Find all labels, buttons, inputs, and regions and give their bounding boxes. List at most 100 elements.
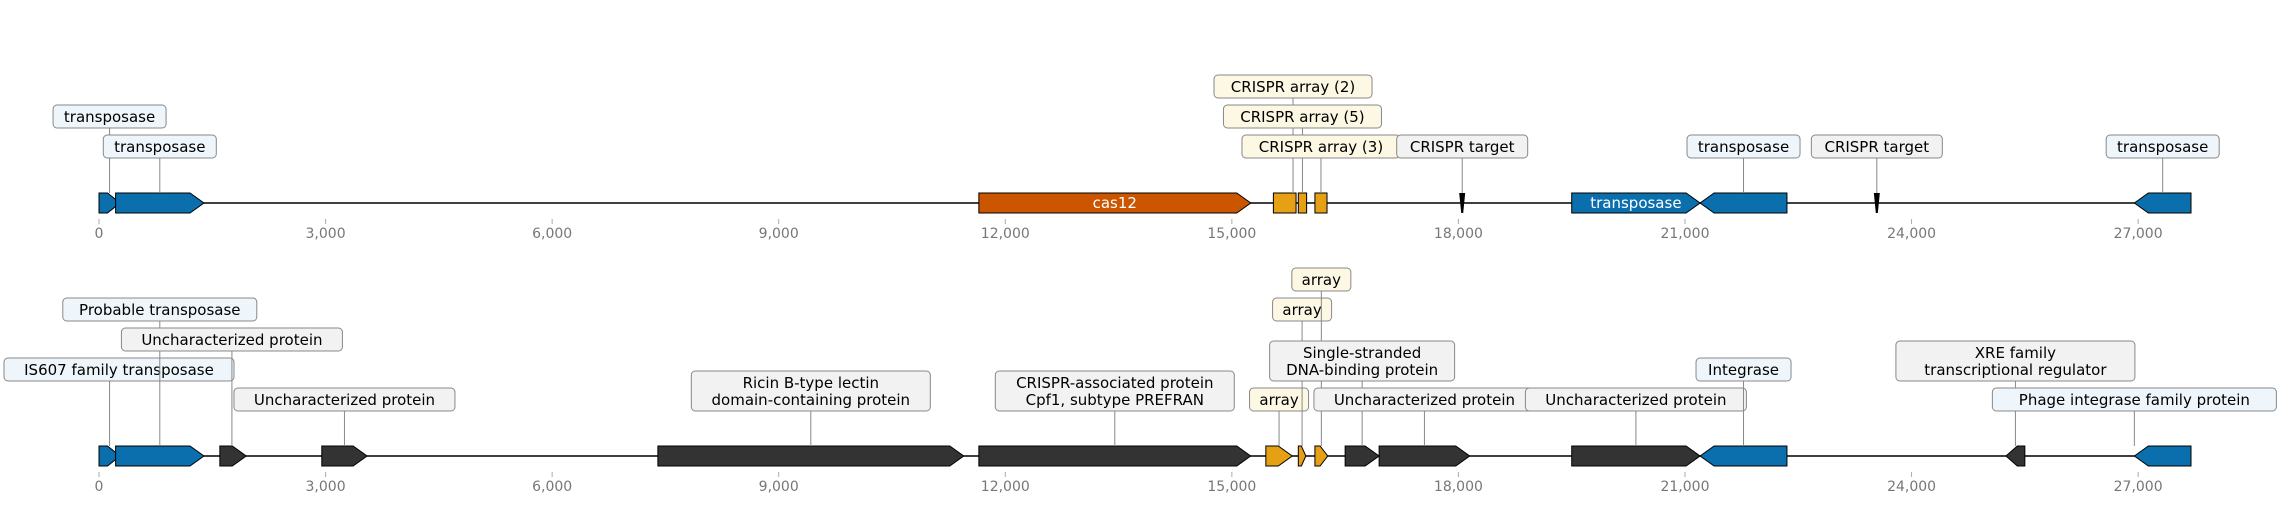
- gene-arrow[interactable]: [2133, 445, 2192, 467]
- gene-arrow[interactable]: [2005, 445, 2026, 467]
- feature-label-box: [233, 387, 456, 412]
- gene-arrow[interactable]: [1314, 445, 1329, 467]
- axis-tick-label: 3,000: [306, 479, 346, 495]
- feature-crispr[interactable]: CRISPR array (3): [1241, 134, 1401, 214]
- feature-label: CRISPR array (5): [1240, 108, 1364, 126]
- feature-label: Uncharacterized protein: [141, 331, 322, 349]
- axis-tick-label: 12,000: [981, 226, 1030, 242]
- axis-tick-label: 27,000: [2114, 479, 2163, 495]
- gene-arrow[interactable]: [219, 445, 248, 467]
- feature-protein[interactable]: CRISPR-associated protein Cpf1, subtype P…: [978, 370, 1252, 467]
- axis-tick-label: 24,000: [1887, 479, 1936, 495]
- gene-arrow[interactable]: [1344, 445, 1380, 467]
- feature-transposase[interactable]: IS607 family transposase: [3, 357, 235, 467]
- gene-arrow[interactable]: [2133, 192, 2192, 214]
- feature-label: Probable transposase: [79, 301, 241, 319]
- feature-transposase[interactable]: Probable transposase: [62, 297, 258, 467]
- feature-target[interactable]: CRISPR target: [1396, 134, 1529, 213]
- feature-label: transposase: [114, 138, 205, 156]
- gene-arrow[interactable]: [1699, 445, 1788, 467]
- feature-label: transposase: [64, 108, 155, 126]
- gene-arrow[interactable]: [1314, 192, 1328, 214]
- feature-protein[interactable]: Uncharacterized protein: [1524, 387, 1747, 467]
- feature-transposase[interactable]: Integrase: [1695, 357, 1792, 467]
- feature-crispr[interactable]: CRISPR array (2): [1213, 74, 1373, 214]
- feature-label: Uncharacterized protein: [1334, 391, 1515, 409]
- gene-arrow[interactable]: [1699, 192, 1788, 214]
- feature-protein[interactable]: XRE family transcriptional regulator: [1895, 340, 2136, 467]
- feature-label-box: [1695, 357, 1792, 382]
- feature-transposase[interactable]: transposase: [2105, 134, 2220, 214]
- gene-arrow[interactable]: [1297, 445, 1307, 467]
- crispr-target-mark[interactable]: [1459, 193, 1466, 213]
- feature-label-box: [690, 370, 931, 412]
- feature-label-box: [2105, 134, 2220, 159]
- feature-label: CRISPR target: [1824, 138, 1929, 156]
- gene-arrow[interactable]: [1265, 445, 1294, 467]
- feature-transposase[interactable]: Phage integrase family protein: [1991, 387, 2277, 467]
- feature-label-box: [1249, 387, 1310, 412]
- feature-label: CRISPR array (2): [1231, 78, 1355, 96]
- feature-crispr[interactable]: array: [1272, 297, 1333, 467]
- feature-protein[interactable]: Single-stranded DNA-binding protein: [1269, 340, 1456, 467]
- feature-label-box: [1524, 387, 1747, 412]
- axis-tick-label: 9,000: [759, 226, 799, 242]
- feature-crispr[interactable]: CRISPR array (5): [1222, 104, 1382, 214]
- feature-cas12[interactable]: cas12: [978, 192, 1252, 214]
- feature-protein[interactable]: Uncharacterized protein: [120, 327, 343, 467]
- axis-tick-label: 6,000: [532, 226, 572, 242]
- feature-label: XRE family transcriptional regulator: [1924, 344, 2107, 379]
- feature-crispr[interactable]: array: [1249, 387, 1310, 467]
- gene-arrow[interactable]: [657, 445, 965, 467]
- feature-label: CRISPR array (3): [1259, 138, 1383, 156]
- gene-arrow[interactable]: [978, 445, 1252, 467]
- axis-tick-label: 27,000: [2114, 226, 2163, 242]
- feature-label-box: [1291, 267, 1352, 292]
- feature-protein[interactable]: Uncharacterized protein: [233, 387, 456, 467]
- gene-arrow[interactable]: [115, 192, 205, 214]
- feature-label-box: [1895, 340, 2136, 382]
- feature-transposase[interactable]: transposase: [102, 134, 217, 214]
- feature-transposase[interactable]: transposase: [1686, 134, 1801, 214]
- feature-label-box: [1810, 134, 1943, 159]
- gene-arrow[interactable]: [1571, 192, 1701, 214]
- feature-label: array: [1302, 271, 1341, 289]
- gene-arrow[interactable]: [321, 445, 368, 467]
- feature-protein[interactable]: Uncharacterized protein: [1313, 387, 1536, 467]
- feature-label: IS607 family transposase: [24, 361, 214, 379]
- feature-target[interactable]: CRISPR target: [1810, 134, 1943, 213]
- gene-arrow[interactable]: [98, 192, 121, 214]
- feature-label-box: [3, 357, 235, 382]
- feature-label: Uncharacterized protein: [1545, 391, 1726, 409]
- feature-label-box: [120, 327, 343, 352]
- axis-tick-label: 24,000: [1887, 226, 1936, 242]
- feature-label: CRISPR-associated protein Cpf1, subtype P…: [1016, 374, 1213, 409]
- feature-label-box: [994, 370, 1235, 412]
- gene-arrow[interactable]: [115, 445, 205, 467]
- track-2: 0 3,000 6,000 9,000 12,000 15,000 18,000 21,000…: [3, 267, 2277, 495]
- feature-protein[interactable]: Ricin B-type lectin domain-containing pro…: [657, 370, 965, 467]
- feature-label-box: [62, 297, 258, 322]
- axis-tick-label: 12,000: [981, 479, 1030, 495]
- gene-arrow[interactable]: [98, 445, 121, 467]
- axis-tick-label: 9,000: [759, 479, 799, 495]
- axis-tick-label: 6,000: [532, 479, 572, 495]
- feature-label: Single-stranded DNA-binding protein: [1286, 344, 1438, 379]
- feature-label: array: [1282, 301, 1321, 319]
- axis-tick-label: 15,000: [1207, 226, 1256, 242]
- gene-arrow[interactable]: [978, 192, 1252, 214]
- gene-arrow[interactable]: [1378, 445, 1471, 467]
- feature-label-box: [1269, 340, 1456, 382]
- gene-arrow[interactable]: [1571, 445, 1701, 467]
- gene-arrow[interactable]: [1272, 192, 1297, 214]
- feature-label: Integrase: [1708, 361, 1779, 379]
- axis-tick-label: 0: [95, 226, 104, 242]
- axis-tick-label: 18,000: [1434, 479, 1483, 495]
- gene-arrow[interactable]: [1297, 192, 1308, 214]
- crispr-target-mark[interactable]: [1873, 193, 1880, 213]
- feature-label: CRISPR target: [1410, 138, 1515, 156]
- feature-transposase[interactable]: transposase: [1571, 192, 1701, 214]
- feature-label-box: [52, 104, 167, 129]
- feature-transposase[interactable]: transposase: [52, 104, 167, 214]
